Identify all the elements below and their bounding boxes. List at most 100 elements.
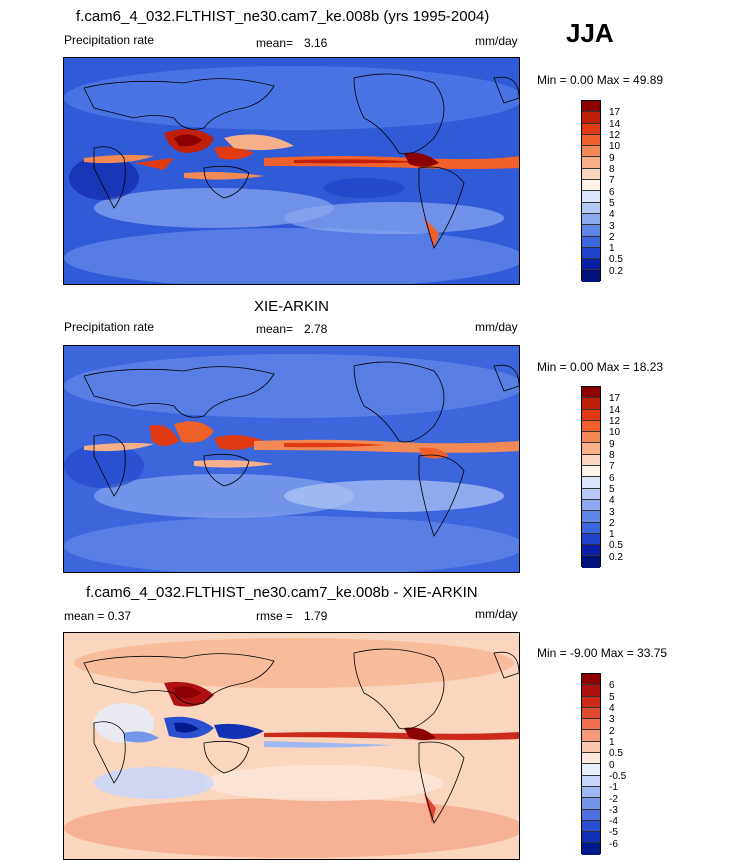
panel-3-tick: -1 [609, 782, 618, 793]
colorbar-swatch [582, 168, 600, 181]
colorbar-swatch [582, 820, 600, 833]
colorbar-swatch [582, 112, 600, 124]
panel-2-mean-value: 2.78 [304, 322, 328, 336]
panel-1-tick: 4 [609, 209, 615, 220]
panel-1-tick: 2 [609, 232, 615, 243]
panel-3-tick: -5 [609, 827, 618, 838]
panel-2-tick: 3 [609, 507, 615, 518]
panel-2-title: XIE-ARKIN [254, 298, 330, 315]
panel-1-map [63, 57, 520, 285]
colorbar-swatch [582, 522, 600, 534]
colorbar-swatch [582, 270, 600, 282]
panel-3-mean: mean = 0.37 [64, 609, 132, 623]
colorbar-swatch [582, 707, 600, 720]
panel-1-tick: 12 [609, 130, 621, 141]
colorbar-swatch [582, 134, 600, 147]
panel-3-rmse-label: rmse = [256, 609, 294, 623]
colorbar-swatch [582, 741, 600, 754]
panel-3-tick: -6 [609, 839, 618, 850]
panel-1-tick: 10 [609, 141, 621, 152]
panel-1-mean-label: mean= [256, 36, 294, 50]
colorbar-swatch [582, 466, 600, 478]
colorbar-swatch [582, 247, 600, 260]
colorbar-swatch [582, 786, 600, 799]
panel-2-units: mm/day [475, 320, 518, 334]
colorbar-swatch [582, 764, 600, 776]
colorbar-swatch [582, 753, 600, 765]
colorbar-swatch [582, 123, 600, 135]
panel-2-tick: 0.5 [609, 540, 623, 551]
panel-1-tick: 3 [609, 221, 615, 232]
panel-2-map [63, 345, 520, 573]
panel-1-tick: 1 [609, 243, 615, 254]
colorbar-swatch [582, 488, 600, 500]
colorbar-swatch [582, 432, 600, 444]
colorbar-swatch [582, 809, 600, 821]
colorbar-swatch [582, 545, 600, 557]
panel-2-tick: 17 [609, 393, 621, 404]
panel-3-tick: 4 [609, 703, 615, 714]
colorbar-swatch [582, 191, 600, 203]
colorbar-swatch [582, 202, 600, 214]
colorbar-swatch [582, 157, 600, 169]
colorbar-swatch [582, 775, 600, 787]
colorbar-swatch [582, 477, 600, 489]
colorbar-swatch [582, 398, 600, 410]
colorbar-swatch [582, 180, 600, 192]
colorbar-swatch [582, 798, 600, 810]
panel-1-tick: 17 [609, 107, 621, 118]
panel-3-tick: -2 [609, 794, 618, 805]
panel-3-colorbar [581, 673, 601, 855]
panel-2-tick: 9 [609, 439, 615, 450]
panel-1-minmax: Min = 0.00 Max = 49.89 [537, 73, 664, 87]
season-label: JJA [566, 18, 614, 48]
panel-3-tick: -0.5 [609, 771, 627, 782]
panel-2-tick: 10 [609, 427, 621, 438]
panel-2-tick: 2 [609, 518, 615, 529]
colorbar-swatch [582, 511, 600, 523]
panel-2-mean-label: mean= [256, 322, 294, 336]
colorbar-swatch [582, 213, 600, 226]
colorbar-swatch [582, 225, 600, 237]
colorbar-swatch [582, 843, 600, 855]
panel-2-minmax: Min = 0.00 Max = 18.23 [537, 360, 664, 374]
colorbar-swatch [582, 533, 600, 546]
panel-2-tick: 4 [609, 495, 615, 506]
panel-2-tick: 0.2 [609, 552, 623, 563]
panel-1-tick: 14 [609, 119, 621, 130]
panel-1-tick: 8 [609, 164, 615, 175]
panel-2-tick: 12 [609, 416, 621, 427]
panel-3-tick: 0 [609, 760, 615, 771]
panel-1-colorbar [581, 100, 601, 282]
panel-3-rmse-value: 1.79 [304, 609, 328, 623]
colorbar-swatch [582, 730, 600, 742]
colorbar-swatch [582, 101, 600, 113]
panel-3-minmax: Min = -9.00 Max = 33.75 [537, 646, 668, 660]
panel-3-title: f.cam6_4_032.FLTHIST_ne30.cam7_ke.008b -… [86, 584, 478, 601]
panel-3-tick: 0.5 [609, 748, 623, 759]
panel-1-mean-value: 3.16 [304, 36, 328, 50]
panel-3-map [63, 632, 520, 860]
colorbar-swatch [582, 556, 600, 568]
panel-2-variable-label: Precipitation rate [64, 320, 155, 334]
panel-3-tick: 5 [609, 692, 615, 703]
colorbar-swatch [582, 146, 600, 158]
colorbar-swatch [582, 454, 600, 467]
panel-3-tick: 3 [609, 714, 615, 725]
panel-1-tick: 9 [609, 153, 615, 164]
panel-2-tick: 14 [609, 405, 621, 416]
panel-3-tick: 1 [609, 737, 615, 748]
colorbar-swatch [582, 832, 600, 844]
colorbar-swatch [582, 499, 600, 512]
panel-3-units: mm/day [475, 607, 518, 621]
colorbar-swatch [582, 409, 600, 421]
colorbar-swatch [582, 719, 600, 731]
panel-1-tick: 6 [609, 187, 615, 198]
panel-2-colorbar [581, 386, 601, 568]
panel-2-tick: 8 [609, 450, 615, 461]
panel-1-variable-label: Precipitation rate [64, 33, 155, 47]
panel-1-units: mm/day [475, 34, 518, 48]
panel-3-tick: 6 [609, 680, 615, 691]
panel-2-tick: 6 [609, 473, 615, 484]
panel-2-tick: 1 [609, 529, 615, 540]
